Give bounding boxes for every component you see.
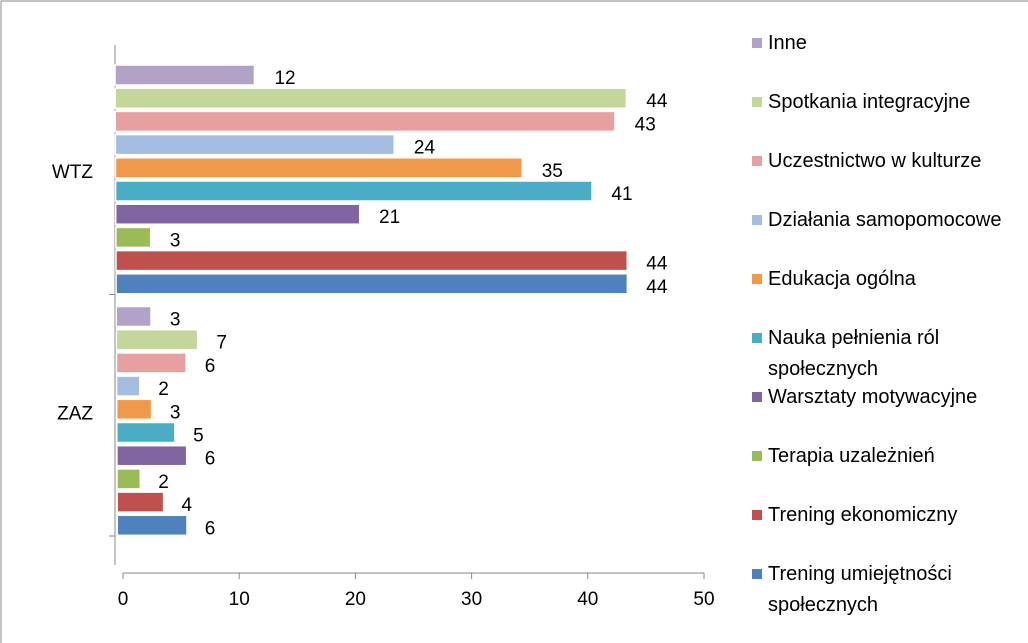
bar bbox=[114, 203, 361, 225]
legend-swatch bbox=[752, 156, 762, 166]
x-tick-label: 50 bbox=[693, 589, 714, 610]
bar bbox=[114, 180, 593, 202]
legend-label: Trening umiejętności społecznych bbox=[768, 563, 952, 616]
legend-item: Trening ekonomiczny bbox=[752, 500, 1028, 531]
legend-item: Edukacja ogólna bbox=[752, 264, 1028, 295]
value-label: 41 bbox=[611, 184, 632, 205]
value-label: 3 bbox=[170, 310, 181, 331]
x-tick-label: 40 bbox=[577, 589, 598, 610]
value-label: 7 bbox=[216, 333, 227, 354]
x-tick-label: 20 bbox=[345, 589, 366, 610]
legend-swatch bbox=[752, 392, 762, 402]
bar bbox=[114, 110, 616, 133]
bar bbox=[115, 249, 628, 272]
legend-item: Nauka pełnienia ról społecznych bbox=[752, 323, 1028, 385]
legend-item: Uczestnictwo w kulturze bbox=[752, 146, 1028, 177]
value-label: 21 bbox=[379, 207, 400, 228]
bar bbox=[116, 514, 188, 537]
value-label: 6 bbox=[205, 356, 216, 377]
value-label: 3 bbox=[170, 230, 181, 251]
x-tick-label: 0 bbox=[118, 589, 129, 610]
bar bbox=[116, 444, 188, 467]
legend-item: Działania samopomocowe bbox=[752, 205, 1028, 236]
bar bbox=[114, 157, 523, 179]
legend-label: Spotkania integracyjne bbox=[768, 91, 971, 113]
bar bbox=[115, 305, 152, 328]
legend-swatch bbox=[752, 215, 762, 225]
legend-label: Inne bbox=[768, 32, 807, 54]
value-label: 6 bbox=[205, 449, 216, 470]
bar bbox=[115, 273, 629, 295]
bar bbox=[116, 468, 142, 490]
value-label: 24 bbox=[414, 138, 436, 159]
value-label: 44 bbox=[646, 254, 668, 275]
value-label: 5 bbox=[193, 426, 204, 447]
bar bbox=[115, 398, 153, 421]
legend-label: Trening ekonomiczny bbox=[768, 504, 958, 526]
legend-swatch bbox=[752, 97, 762, 107]
legend-swatch bbox=[752, 569, 762, 579]
x-tick-label: 10 bbox=[229, 589, 250, 610]
value-label: 2 bbox=[158, 379, 169, 400]
bar bbox=[115, 328, 199, 351]
legend-swatch bbox=[752, 451, 762, 461]
legend-label: Nauka pełnienia ról społecznych bbox=[768, 327, 940, 380]
y-tick-label: WTZ bbox=[52, 162, 94, 183]
bar bbox=[115, 375, 141, 397]
value-label: 4 bbox=[181, 495, 192, 516]
legend-swatch bbox=[752, 333, 762, 343]
legend-swatch bbox=[752, 510, 762, 520]
legend-item: Spotkania integracyjne bbox=[752, 87, 1028, 118]
legend-label: Działania samopomocowe bbox=[768, 209, 1002, 231]
x-tick-label: 30 bbox=[461, 589, 482, 610]
legend-label: Terapia uzależnień bbox=[768, 445, 935, 467]
legend-swatch bbox=[752, 38, 762, 48]
legend-label: Warsztaty motywacyjne bbox=[768, 386, 978, 408]
value-label: 43 bbox=[635, 114, 656, 135]
bar bbox=[114, 64, 256, 86]
value-label: 6 bbox=[205, 518, 216, 539]
legend-item: Warsztaty motywacyjne bbox=[752, 382, 1028, 413]
legend-label: Uczestnictwo w kulturze bbox=[768, 150, 982, 172]
bar bbox=[116, 421, 176, 444]
legend-item: Inne bbox=[752, 28, 1028, 59]
legend-swatch bbox=[752, 274, 762, 284]
bar bbox=[115, 352, 187, 374]
bar bbox=[115, 226, 152, 249]
bar bbox=[116, 491, 165, 513]
bar bbox=[114, 133, 395, 156]
bar bbox=[114, 87, 628, 109]
legend-label: Edukacja ogólna bbox=[768, 268, 916, 290]
legend-item: Trening umiejętności społecznych bbox=[752, 559, 1028, 621]
legend-item: Terapia uzależnień bbox=[752, 441, 1028, 472]
value-label: 44 bbox=[646, 277, 668, 298]
value-label: 3 bbox=[170, 402, 181, 423]
y-tick-label: ZAZ bbox=[57, 404, 93, 425]
value-label: 44 bbox=[646, 91, 668, 112]
value-label: 12 bbox=[274, 68, 295, 89]
value-label: 2 bbox=[158, 472, 169, 493]
value-label: 35 bbox=[542, 161, 563, 182]
